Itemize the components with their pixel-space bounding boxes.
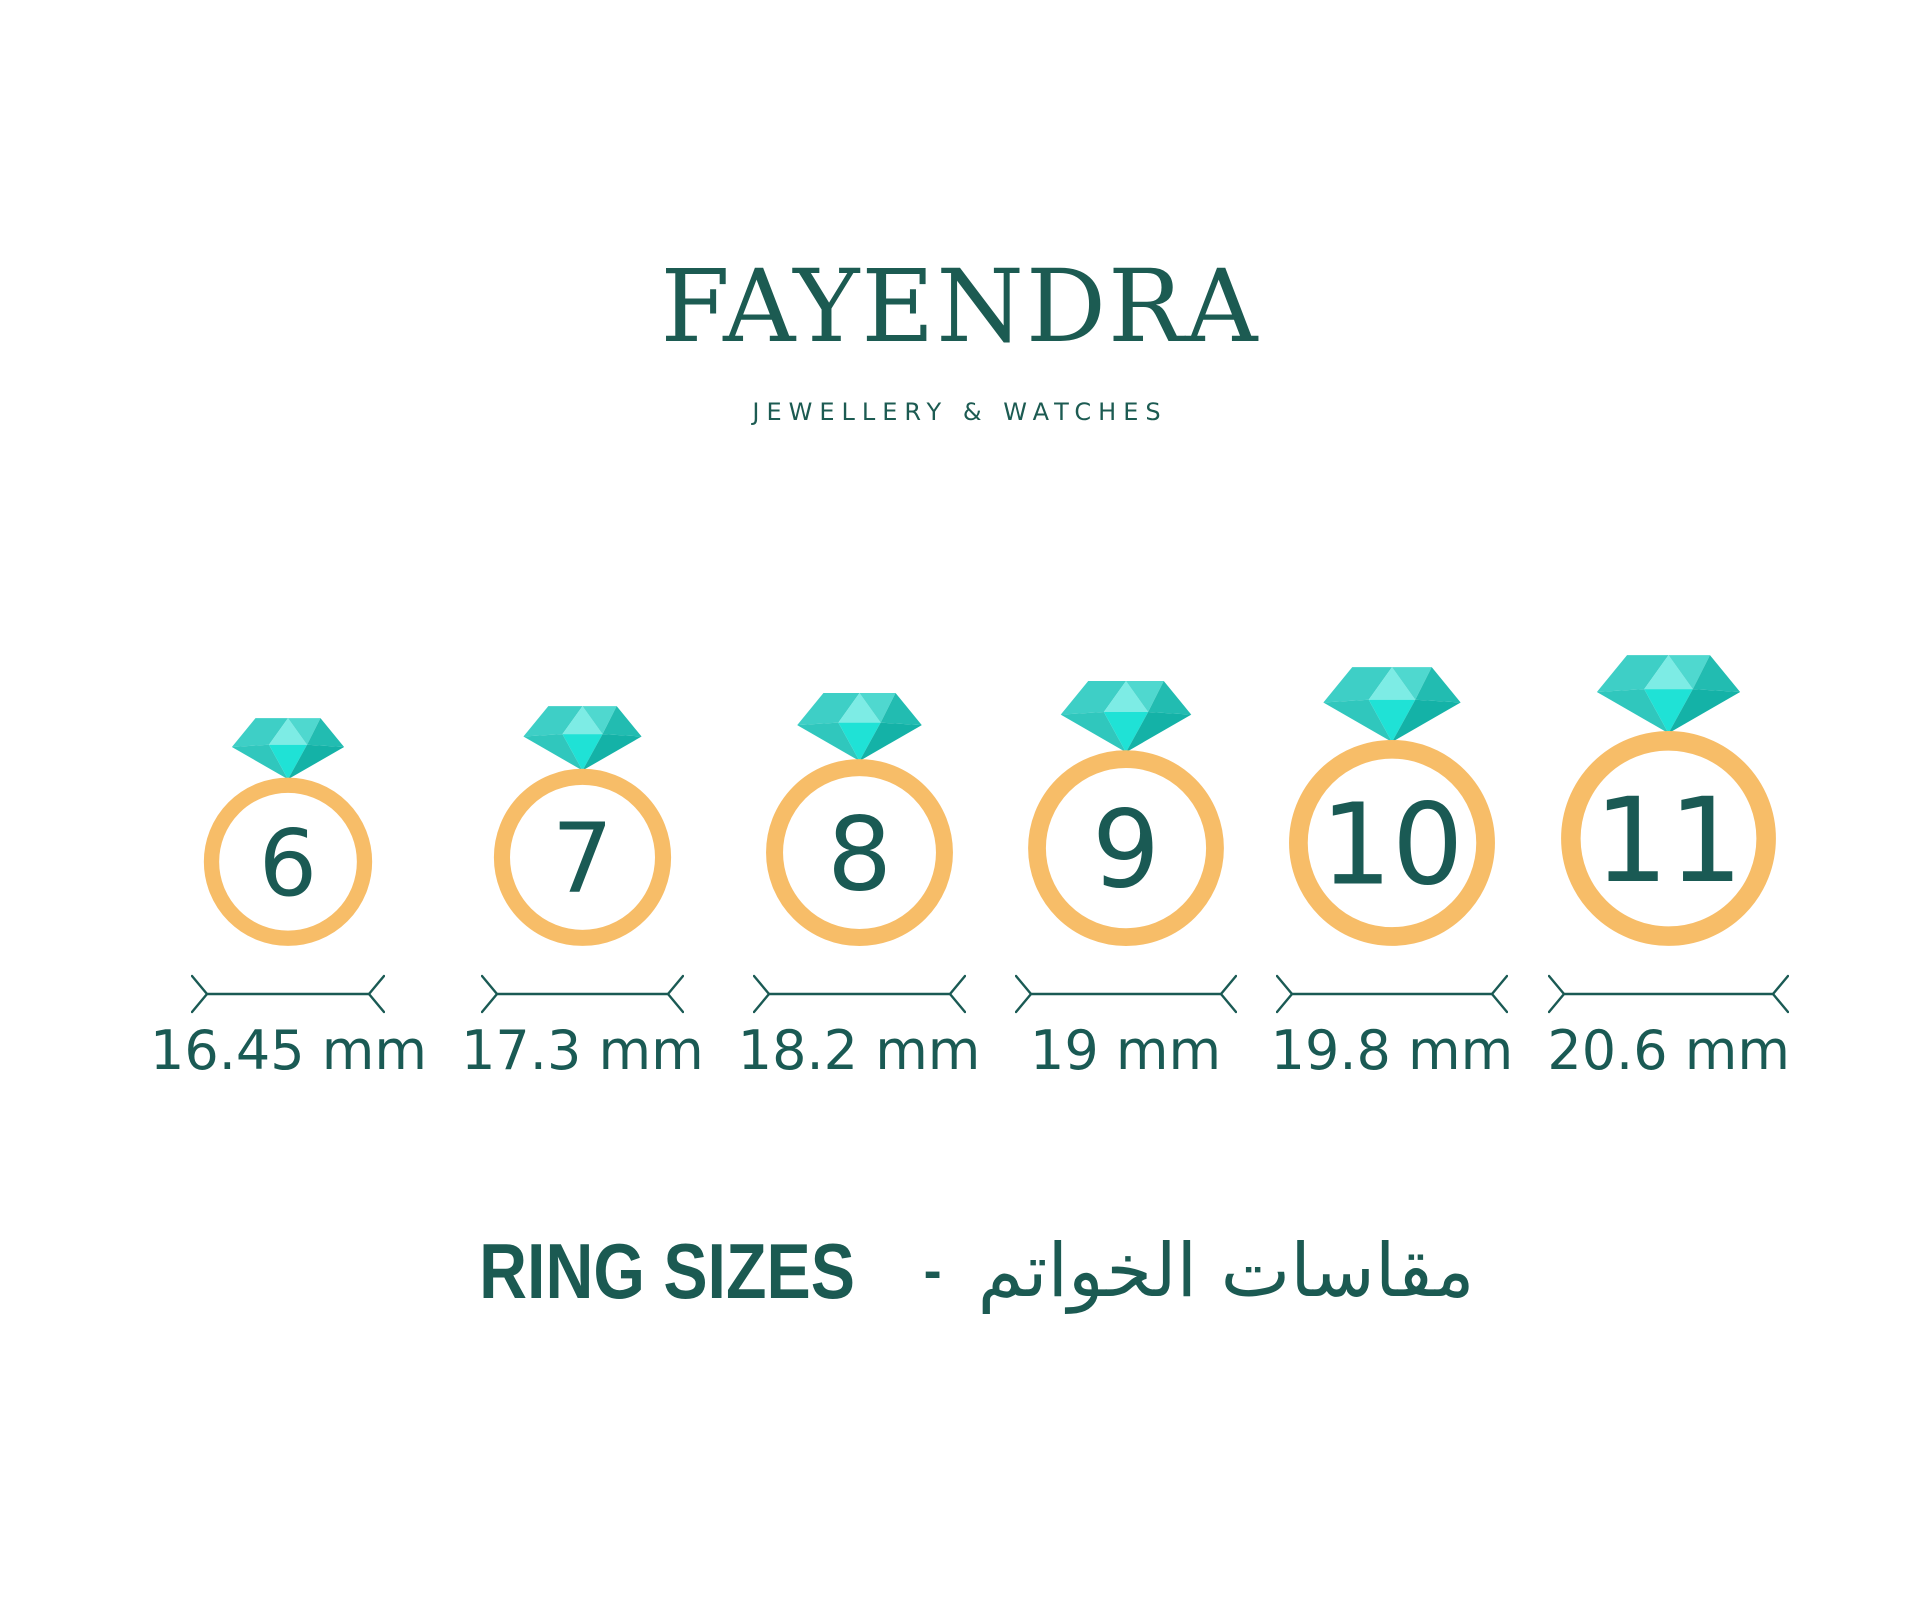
ring-band [1288, 739, 1495, 946]
ring-diameter-label: 19 mm [1029, 1019, 1222, 1082]
brand-tagline: JEWELLERY & WATCHES [752, 398, 1168, 426]
ring-item: 11 20.6 mm [1547, 655, 1790, 1078]
ring-size-number: 6 [259, 810, 317, 917]
dimension-arrow-icon [752, 974, 966, 1014]
ring-diameter-label: 18.2 mm [737, 1019, 981, 1082]
ring-diameter-label: 17.3 mm [461, 1019, 704, 1082]
footer-title-separator: - [923, 1241, 942, 1301]
ring-icon: 11 [1561, 655, 1777, 946]
ring-icon: 9 [1027, 681, 1224, 946]
diamond-icon [523, 706, 642, 771]
ring-item: 6 16.45 mm [150, 718, 427, 1078]
diamond-icon [232, 718, 345, 780]
ring-size-number: 8 [827, 795, 892, 914]
ring-band [1027, 750, 1224, 946]
diamond-icon [796, 693, 922, 761]
dimension-arrow-icon [191, 974, 386, 1014]
ring-icon: 7 [493, 706, 671, 946]
ring-item: 10 19.8 mm [1270, 667, 1514, 1082]
ring-band [765, 759, 953, 946]
ring-icon: 8 [765, 693, 953, 946]
rings-row: 6 16.45 mm 7 17.3 mm [150, 628, 1790, 1078]
ring-size-number: 11 [1594, 772, 1743, 909]
ring-icon: 6 [204, 718, 373, 946]
ring-diameter-label: 20.6 mm [1547, 1019, 1790, 1082]
diamond-icon [1060, 681, 1191, 753]
footer-title: RING SIZES - مقاسات الخواتم [0, 1232, 1920, 1310]
ring-diameter-label: 19.8 mm [1270, 1019, 1514, 1082]
ring-item: 8 18.2 mm [737, 693, 981, 1082]
brand-logo: FAYENDRA [660, 248, 1260, 365]
dimension-arrow-icon [1014, 974, 1237, 1014]
diamond-icon [1323, 667, 1461, 743]
dimension-arrow-icon [1548, 974, 1790, 1014]
ring-band [1561, 731, 1777, 946]
ring-size-number: 7 [552, 802, 614, 915]
dimension-arrow-icon [480, 974, 684, 1014]
ring-band [204, 777, 373, 946]
footer-title-english: RING SIZES [478, 1227, 855, 1315]
ring-size-number: 9 [1092, 789, 1160, 913]
ring-diameter-label: 16.45 mm [150, 1019, 427, 1082]
ring-icon: 10 [1288, 667, 1495, 946]
ring-band [493, 768, 671, 946]
footer-title-arabic: مقاسات الخواتم [977, 1228, 1475, 1314]
dimension-arrow-icon [1275, 974, 1508, 1014]
ring-item: 7 17.3 mm [461, 706, 704, 1078]
ring-item: 9 19 mm [1014, 681, 1237, 1082]
diamond-icon [1597, 655, 1741, 734]
ring-size-number: 10 [1320, 780, 1463, 910]
